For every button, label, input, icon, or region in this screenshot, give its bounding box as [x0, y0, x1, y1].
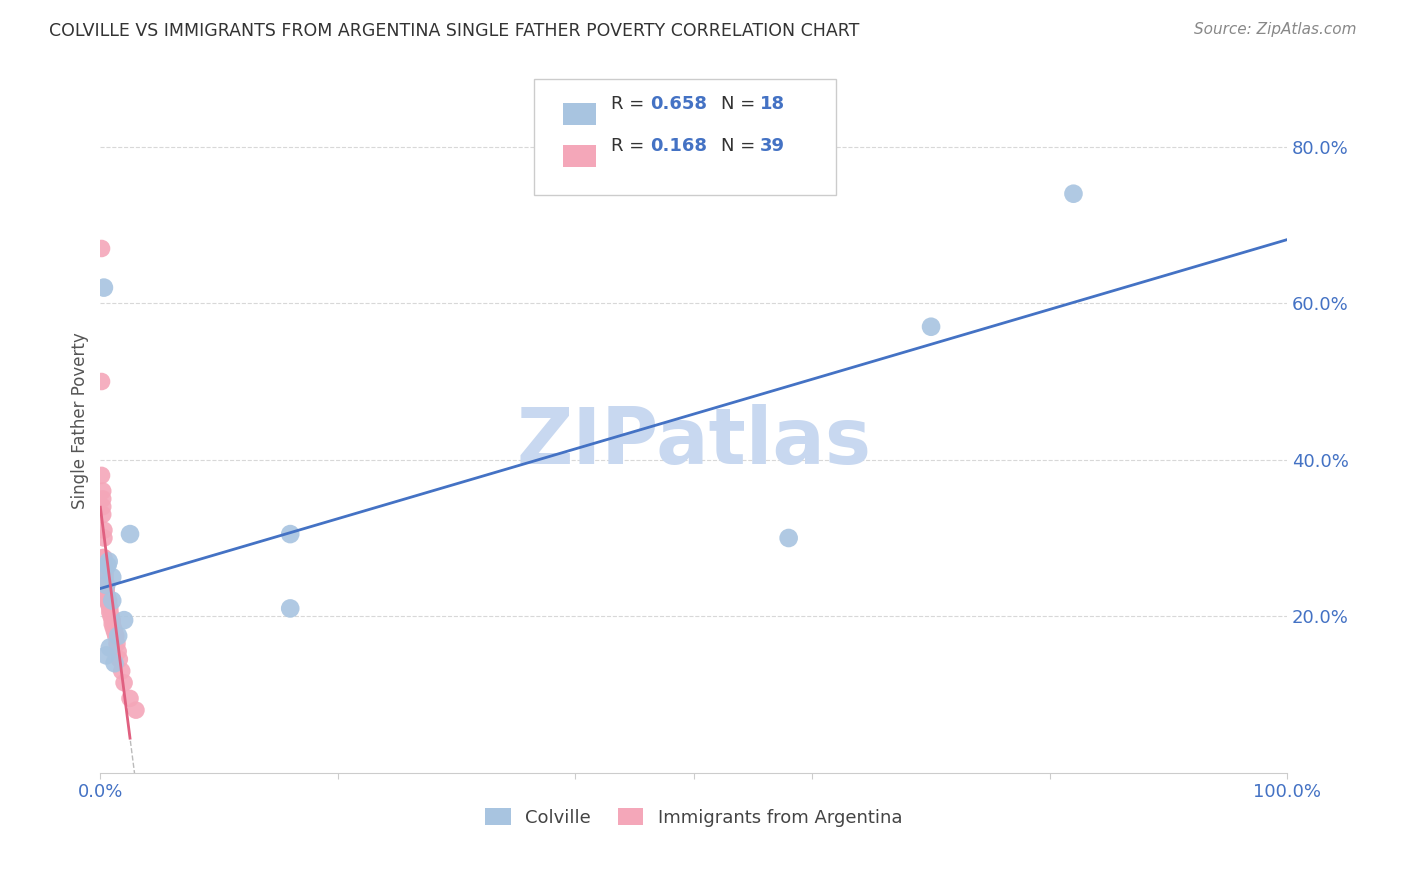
Point	[100, 609, 122, 624]
Point	[920, 319, 942, 334]
Point	[778, 531, 800, 545]
Point	[104, 629, 127, 643]
Text: R =: R =	[610, 95, 650, 112]
Point	[101, 613, 124, 627]
Text: 0.658: 0.658	[650, 95, 707, 112]
Point	[278, 527, 301, 541]
Text: 39: 39	[761, 137, 785, 155]
Point	[93, 280, 115, 294]
Point	[125, 703, 148, 717]
Point	[118, 527, 141, 541]
Point	[94, 566, 117, 581]
Point	[98, 601, 121, 615]
Point	[94, 562, 117, 576]
Point	[90, 375, 112, 389]
Point	[104, 624, 127, 639]
Point	[93, 558, 115, 573]
Point	[91, 491, 114, 506]
Point	[112, 613, 135, 627]
Text: N =: N =	[721, 95, 761, 112]
Point	[93, 554, 115, 568]
Point	[1062, 186, 1084, 201]
Text: 0.168: 0.168	[650, 137, 707, 155]
Point	[96, 590, 118, 604]
Point	[107, 629, 129, 643]
Point	[96, 578, 118, 592]
Point	[91, 484, 114, 499]
Y-axis label: Single Father Poverty: Single Father Poverty	[72, 332, 89, 509]
Point	[108, 652, 131, 666]
Point	[90, 242, 112, 256]
Point	[104, 656, 127, 670]
Point	[93, 531, 115, 545]
Point	[112, 675, 135, 690]
Point	[97, 598, 120, 612]
Point	[97, 554, 120, 568]
FancyBboxPatch shape	[533, 79, 837, 195]
Text: 18: 18	[761, 95, 786, 112]
Point	[94, 570, 117, 584]
Point	[94, 574, 117, 588]
Point	[278, 601, 301, 615]
Text: COLVILLE VS IMMIGRANTS FROM ARGENTINA SINGLE FATHER POVERTY CORRELATION CHART: COLVILLE VS IMMIGRANTS FROM ARGENTINA SI…	[49, 22, 859, 40]
Point	[96, 586, 118, 600]
Point	[91, 550, 114, 565]
Point	[98, 640, 121, 655]
Point	[107, 644, 129, 658]
Point	[96, 582, 118, 596]
Point	[96, 558, 118, 573]
Point	[96, 578, 118, 592]
Point	[91, 500, 114, 514]
Text: ZIPatlas: ZIPatlas	[516, 404, 872, 480]
Legend: Colville, Immigrants from Argentina: Colville, Immigrants from Argentina	[478, 801, 910, 834]
Point	[101, 617, 124, 632]
Point	[103, 621, 125, 635]
Point	[118, 691, 141, 706]
FancyBboxPatch shape	[564, 145, 596, 167]
Point	[98, 605, 121, 619]
Point	[93, 550, 115, 565]
Point	[93, 562, 115, 576]
Point	[101, 593, 124, 607]
Point	[93, 523, 115, 537]
Point	[91, 508, 114, 522]
Point	[111, 664, 134, 678]
Point	[96, 648, 118, 663]
Point	[105, 637, 128, 651]
Point	[96, 593, 118, 607]
Point	[97, 593, 120, 607]
Point	[101, 570, 124, 584]
Point	[90, 468, 112, 483]
FancyBboxPatch shape	[564, 103, 596, 125]
Text: R =: R =	[610, 137, 650, 155]
Text: Source: ZipAtlas.com: Source: ZipAtlas.com	[1194, 22, 1357, 37]
Text: N =: N =	[721, 137, 761, 155]
